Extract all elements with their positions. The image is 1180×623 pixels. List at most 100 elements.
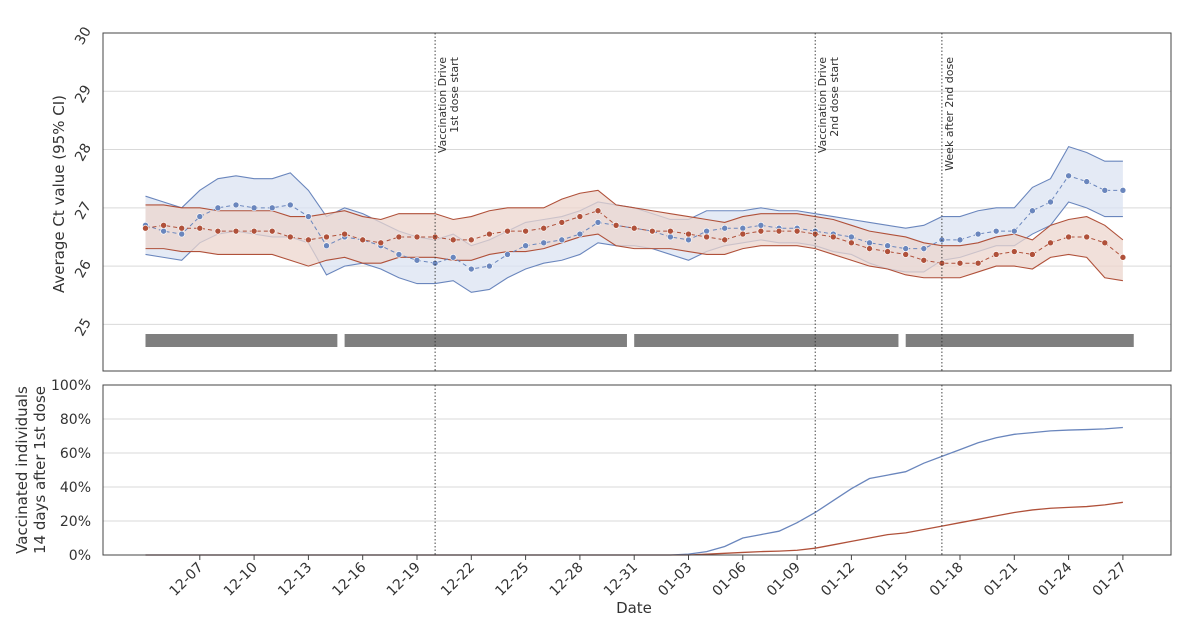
mean-point-blue (1010, 227, 1018, 235)
mean-point-red (956, 259, 964, 267)
mean-point-blue (305, 213, 312, 220)
mean-point-blue (250, 204, 258, 212)
event-label: 1st dose start (448, 56, 461, 133)
mean-point-red (793, 227, 801, 235)
date-tick-label: 01-12 (818, 560, 858, 600)
mean-point-blue (196, 213, 204, 220)
vaccination-y-tick-label: 100% (51, 378, 91, 394)
mean-point-red (196, 224, 204, 232)
mean-point-red (286, 233, 294, 241)
mean-point-red (467, 236, 475, 244)
ct-y-tick-label: 26 (72, 257, 95, 281)
event-label: Vaccination Drive (816, 57, 829, 153)
mean-point-red (1101, 239, 1109, 247)
mean-point-blue (1101, 187, 1109, 194)
date-tick-label: 01-15 (872, 560, 912, 600)
mean-point-blue (703, 227, 710, 235)
mean-point-red (1119, 254, 1127, 261)
ct-y-tick-label: 28 (72, 141, 95, 164)
mean-point-blue (214, 204, 222, 212)
mean-point-blue (1083, 178, 1090, 185)
vaccination-series-lines (145, 426, 1123, 556)
mean-point-red (829, 233, 837, 241)
date-tick-label: 01-24 (1035, 559, 1075, 599)
mean-point-blue (286, 201, 294, 209)
mean-point-red (413, 233, 421, 241)
ct-y-tick-label: 30 (72, 24, 95, 47)
mean-point-blue (721, 224, 729, 232)
mean-point-red (938, 259, 946, 267)
date-tick-label: 12-22 (438, 560, 478, 600)
mean-point-red (902, 251, 910, 258)
mean-point-red (504, 227, 511, 235)
period-bar (344, 334, 627, 347)
date-tick-label: 12-07 (167, 560, 207, 600)
mean-point-red (594, 207, 602, 215)
mean-point-blue (558, 236, 566, 244)
mean-point-red (232, 227, 240, 235)
ci-band-red (145, 190, 1123, 281)
mean-point-blue (1029, 207, 1036, 215)
date-x-ticks: 12-07 12-10 12-13 12-16 12-19 12-22 12-25 12-28… (167, 555, 1130, 600)
period-bar (145, 334, 338, 347)
period-bar (634, 334, 899, 347)
date-tick-label: 01-03 (655, 560, 695, 600)
vaccination-y-tick-label: 20% (60, 514, 91, 530)
mean-point-red (667, 227, 674, 235)
event-label: Vaccination Drive (436, 57, 449, 153)
date-tick-label: 12-19 (384, 560, 424, 600)
mean-point-blue (178, 230, 185, 238)
mean-point-blue (884, 242, 891, 250)
vaccination-y-tick-label: 0% (69, 548, 91, 564)
mean-point-red (848, 239, 855, 247)
ci-lower-red (145, 233, 1123, 282)
mean-point-red (612, 222, 620, 229)
mean-point-blue (323, 242, 330, 250)
mean-point-red (739, 230, 747, 238)
ct-y-axis-label: Average Ct value (95% CI) (50, 95, 68, 293)
mean-point-red (703, 233, 710, 241)
x-axis-label: Date (616, 599, 652, 617)
mean-point-blue (594, 219, 602, 226)
mean-point-red (540, 224, 548, 232)
mean-point-blue (902, 245, 910, 252)
vaccination-plot-frame (102, 384, 1172, 556)
mean-point-red (142, 224, 149, 232)
event-annotations: Vaccination Drive 1st dose start Vaccinati… (434, 33, 956, 555)
vaccination-y-tick-label: 60% (60, 446, 91, 462)
mean-point-blue (522, 242, 529, 250)
date-tick-label: 01-06 (710, 559, 750, 599)
mean-point-blue (992, 227, 1000, 235)
mean-point-blue (540, 239, 548, 247)
mean-point-red (486, 230, 493, 238)
event-label: Week after 2nd dose (943, 57, 956, 171)
mean-point-red (395, 233, 403, 241)
vaccination-y-ticks: 0% 20% 40% 60% 80% 100% (51, 378, 91, 564)
date-tick-label: 01-18 (927, 560, 967, 600)
date-tick-label: 12-13 (275, 560, 315, 600)
mean-point-blue (667, 233, 674, 241)
mean-point-red (630, 224, 638, 232)
mean-point-blue (160, 227, 167, 235)
mean-point-blue (974, 230, 982, 238)
mean-point-red (685, 230, 692, 238)
mean-point-red (884, 248, 891, 255)
vaccination-gridlines (103, 384, 1171, 556)
mean-point-blue (685, 236, 692, 244)
mean-point-red (920, 256, 928, 264)
ct-y-tick-label: 25 (72, 316, 95, 339)
ct-y-tick-label: 27 (72, 199, 95, 222)
vaccination-y-tick-label: 40% (60, 480, 91, 496)
mean-point-blue (431, 259, 439, 267)
mean-point-red (449, 236, 457, 244)
date-tick-label: 01-09 (764, 560, 804, 600)
ct-y-ticks: 25 26 27 28 29 30 (72, 24, 95, 339)
mean-point-blue (486, 262, 493, 270)
mean-point-red (866, 245, 873, 252)
mean-point-blue (504, 251, 511, 258)
mean-point-blue (1047, 198, 1054, 206)
mean-point-red (522, 227, 529, 235)
mean-point-red (576, 213, 584, 220)
mean-point-red (341, 230, 348, 238)
mean-point-red (359, 236, 367, 244)
